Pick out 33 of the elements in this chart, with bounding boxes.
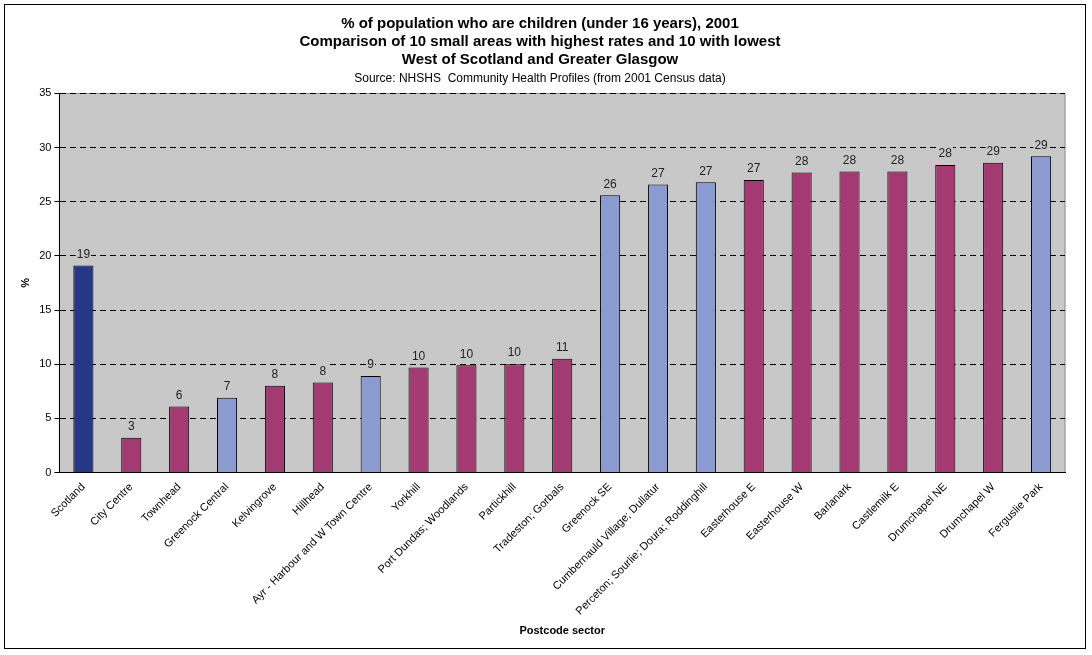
data-label: 26 [603,176,618,191]
y-tick-label: 35 [39,86,52,99]
y-axis-title: % [18,277,31,288]
data-label: 28 [842,152,857,167]
data-label: 29 [986,144,1001,159]
data-label: 10 [459,346,474,361]
data-label: 8 [271,367,279,382]
y-tick-label: 5 [45,411,52,424]
data-label: 28 [890,152,905,167]
y-tick-label: 0 [45,465,52,478]
data-label: 27 [699,163,713,178]
y-tick-label: 25 [39,194,52,207]
data-label: 3 [127,419,135,434]
data-label: 8 [319,363,327,378]
data-label: 6 [175,387,183,402]
data-label: 19 [76,246,91,261]
x-axis-title: Postcode sector [519,624,606,637]
data-label: 10 [411,348,426,363]
data-label: 11 [555,340,569,355]
data-label: 27 [747,161,761,176]
chart-title: % of population who are children (under 16 years), 2001 Comparison of 10 small areas with highest rates and 10 with lowest West of Scotland and Greater Glasgow [299,14,781,68]
data-label: 27 [651,165,665,180]
data-label: 7 [223,379,231,394]
y-tick-label: 15 [39,303,52,316]
data-label: 28 [938,146,953,161]
y-tick-label: 30 [39,140,52,153]
data-label: 10 [507,345,522,360]
source-note: Source: NHSHS Community Health Profiles (from 2001 Census data) [354,70,726,85]
y-tick-label: 20 [39,248,52,261]
data-label: 29 [1034,137,1049,152]
data-label: 9 [367,357,375,372]
data-label: 28 [794,153,809,168]
y-tick-label: 10 [39,357,52,370]
